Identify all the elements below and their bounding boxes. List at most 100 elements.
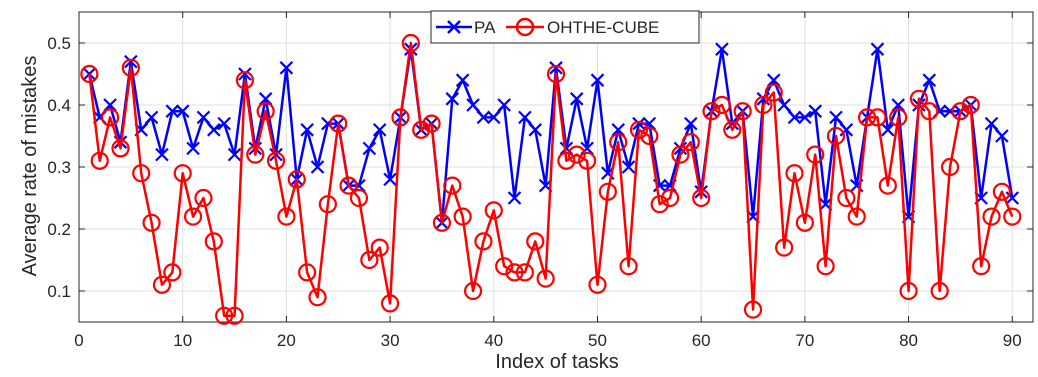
data-point-ohthe-cube bbox=[702, 102, 721, 121]
data-point-ohthe-cube bbox=[546, 64, 566, 84]
data-point-pa bbox=[258, 92, 273, 106]
data-point-ohthe-cube bbox=[951, 102, 970, 121]
data-point-ohthe-cube bbox=[806, 145, 825, 164]
data-point-ohthe-cube bbox=[857, 108, 877, 127]
data-point-ohthe-cube bbox=[712, 95, 732, 115]
data-point-ohthe-cube bbox=[235, 71, 255, 90]
data-point-pa bbox=[103, 98, 117, 112]
legend: PA OHTHE-CUBE bbox=[430, 10, 700, 44]
data-point-ohthe-cube bbox=[443, 176, 462, 195]
data-point-ohthe-cube bbox=[992, 182, 1011, 201]
data-point-ohthe-cube bbox=[930, 281, 949, 301]
data-point-ohthe-cube bbox=[692, 188, 711, 208]
data-point-pa bbox=[217, 116, 231, 131]
data-point-pa bbox=[124, 54, 138, 69]
data-point-ohthe-cube bbox=[764, 83, 783, 102]
data-point-ohthe-cube bbox=[111, 139, 130, 158]
y-axis-label: Average rate of mistakes bbox=[19, 56, 41, 277]
data-point-ohthe-cube bbox=[909, 89, 929, 108]
data-point-ohthe-cube bbox=[391, 108, 410, 127]
data-point-pa bbox=[829, 110, 843, 125]
x-tick-label: 10 bbox=[173, 331, 192, 350]
data-point-pa bbox=[995, 129, 1009, 143]
data-point-ohthe-cube bbox=[847, 207, 866, 226]
legend-pa-label: PA bbox=[474, 18, 496, 37]
x-tick-label: 20 bbox=[277, 331, 296, 350]
data-point-pa bbox=[766, 73, 781, 87]
data-point-pa bbox=[590, 73, 605, 87]
data-point-pa bbox=[238, 67, 252, 81]
data-point-pa bbox=[227, 147, 242, 162]
data-point-ohthe-cube bbox=[723, 120, 742, 139]
data-point-ohthe-cube bbox=[889, 108, 908, 127]
data-point-ohthe-cube bbox=[920, 102, 939, 121]
data-point-ohthe-cube bbox=[474, 232, 493, 251]
data-point-ohthe-cube bbox=[463, 281, 483, 301]
data-point-ohthe-cube bbox=[132, 164, 151, 183]
data-point-ohthe-cube bbox=[878, 176, 897, 195]
data-point-ohthe-cube bbox=[826, 126, 846, 146]
data-point-pa bbox=[808, 104, 823, 118]
data-point-pa bbox=[207, 123, 221, 137]
data-point-pa bbox=[611, 123, 625, 137]
data-point-ohthe-cube bbox=[619, 257, 638, 276]
data-point-pa bbox=[642, 116, 657, 131]
x-tick-label: 90 bbox=[1003, 331, 1022, 350]
y-tick-label: 0.2 bbox=[47, 220, 71, 239]
data-point-ohthe-cube bbox=[277, 207, 296, 226]
data-point-pa bbox=[632, 116, 646, 131]
x-tick-label: 70 bbox=[795, 331, 814, 350]
data-point-ohthe-cube bbox=[194, 188, 213, 208]
data-point-ohthe-cube bbox=[671, 145, 690, 164]
data-point-ohthe-cube bbox=[204, 232, 223, 251]
data-point-ohthe-cube bbox=[484, 201, 503, 220]
data-point-ohthe-cube bbox=[453, 207, 472, 226]
data-point-pa bbox=[383, 172, 397, 187]
data-point-ohthe-cube bbox=[256, 102, 275, 121]
data-point-ohthe-cube bbox=[401, 33, 420, 53]
data-point-ohthe-cube bbox=[754, 95, 773, 115]
data-point-pa bbox=[455, 73, 470, 87]
data-point-pa bbox=[673, 141, 688, 156]
data-point-ohthe-cube bbox=[412, 120, 431, 139]
data-point-ohthe-cube bbox=[681, 133, 700, 152]
data-point-pa bbox=[684, 116, 698, 131]
x-tick-label: 50 bbox=[588, 331, 607, 350]
data-point-pa bbox=[984, 116, 999, 131]
data-point-ohthe-cube bbox=[370, 238, 389, 257]
data-point-ohthe-cube bbox=[598, 182, 617, 201]
data-point-pa bbox=[476, 110, 491, 125]
legend-box bbox=[430, 10, 700, 44]
data-point-pa bbox=[839, 123, 854, 137]
data-point-ohthe-cube bbox=[578, 151, 597, 170]
data-point-ohthe-cube bbox=[432, 213, 452, 232]
data-point-pa bbox=[580, 141, 594, 156]
data-point-ohthe-cube bbox=[495, 257, 514, 276]
data-point-ohthe-cube bbox=[142, 213, 161, 232]
data-point-pa bbox=[787, 110, 802, 125]
data-point-ohthe-cube bbox=[183, 207, 203, 226]
data-point-ohthe-cube bbox=[795, 213, 814, 232]
data-point-pa bbox=[372, 123, 387, 137]
data-point-ohthe-cube bbox=[588, 275, 607, 294]
data-point-ohthe-cube bbox=[339, 176, 358, 195]
data-point-pa bbox=[186, 141, 200, 156]
data-point-ohthe-cube bbox=[246, 145, 265, 164]
data-point-pa bbox=[155, 147, 169, 162]
data-point-pa bbox=[487, 110, 501, 125]
data-point-ohthe-cube bbox=[298, 263, 317, 282]
data-point-ohthe-cube bbox=[515, 263, 534, 282]
data-point-pa bbox=[507, 191, 522, 205]
data-point-ohthe-cube bbox=[567, 145, 586, 164]
data-point-pa bbox=[777, 98, 791, 112]
data-point-ohthe-cube bbox=[961, 95, 980, 115]
data-point-pa bbox=[269, 147, 283, 162]
data-point-ohthe-cube bbox=[743, 300, 763, 319]
y-tick-label: 0.5 bbox=[47, 34, 71, 53]
data-point-ohthe-cube bbox=[266, 151, 286, 170]
data-point-ohthe-cube bbox=[329, 114, 348, 133]
data-point-ohthe-cube bbox=[308, 288, 327, 307]
data-point-pa bbox=[798, 110, 812, 125]
legend-ohthe-label: OHTHE-CUBE bbox=[547, 18, 659, 37]
data-point-pa bbox=[144, 110, 159, 125]
